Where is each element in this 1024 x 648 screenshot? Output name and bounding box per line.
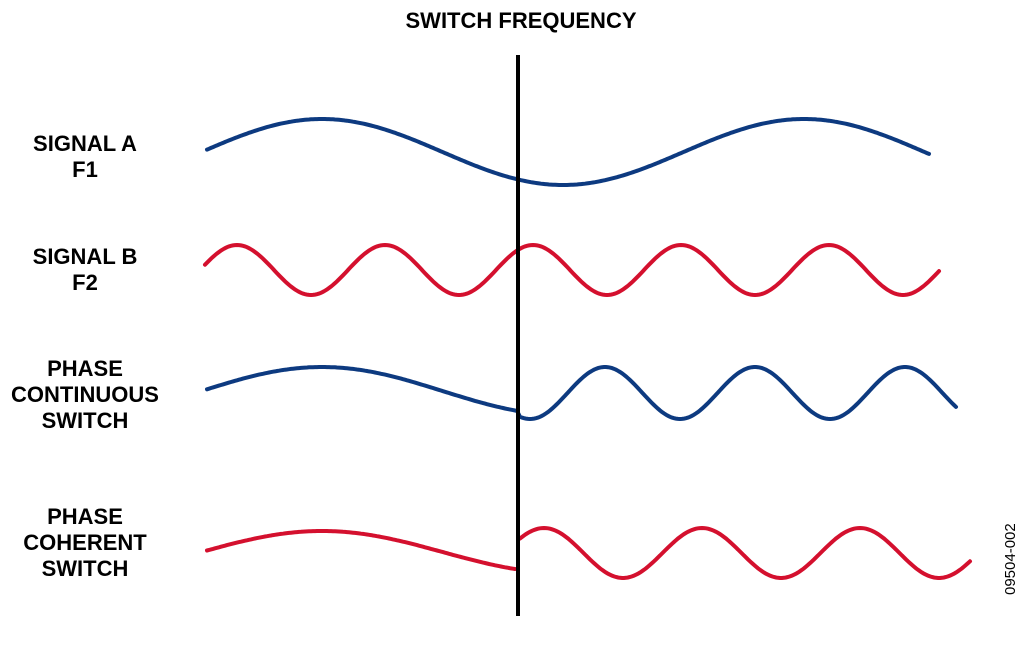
label-signal-b-line-2: F2 bbox=[72, 270, 98, 295]
signal-a-waveform bbox=[205, 117, 931, 187]
phase-continuous-waveform bbox=[205, 365, 958, 422]
signal-b-waveform bbox=[203, 242, 941, 298]
label-phase-coherent-line-2: COHERENT bbox=[23, 530, 147, 555]
phase-coherent-waveform-after bbox=[518, 525, 972, 580]
phase-coherent-waveform-before bbox=[205, 529, 517, 571]
label-phase-continuous: PHASE CONTINUOUS SWITCH bbox=[0, 356, 175, 434]
label-signal-a: SIGNAL A F1 bbox=[0, 131, 175, 183]
label-signal-b: SIGNAL B F2 bbox=[0, 244, 175, 296]
label-phase-coherent: PHASE COHERENT SWITCH bbox=[0, 504, 175, 582]
label-phase-continuous-line-3: SWITCH bbox=[41, 408, 129, 433]
label-signal-a-line-2: F1 bbox=[72, 157, 98, 182]
label-phase-coherent-line-1: PHASE bbox=[47, 504, 123, 529]
label-phase-coherent-line-3: SWITCH bbox=[41, 556, 129, 581]
figure-id: 09504-002 bbox=[1002, 523, 1019, 595]
label-signal-b-line-1: SIGNAL B bbox=[32, 244, 138, 269]
label-signal-a-line-1: SIGNAL A bbox=[33, 131, 137, 156]
diagram-title: SWITCH FREQUENCY bbox=[405, 8, 637, 33]
label-phase-continuous-line-2: CONTINUOUS bbox=[11, 382, 159, 407]
label-phase-continuous-line-1: PHASE bbox=[47, 356, 123, 381]
